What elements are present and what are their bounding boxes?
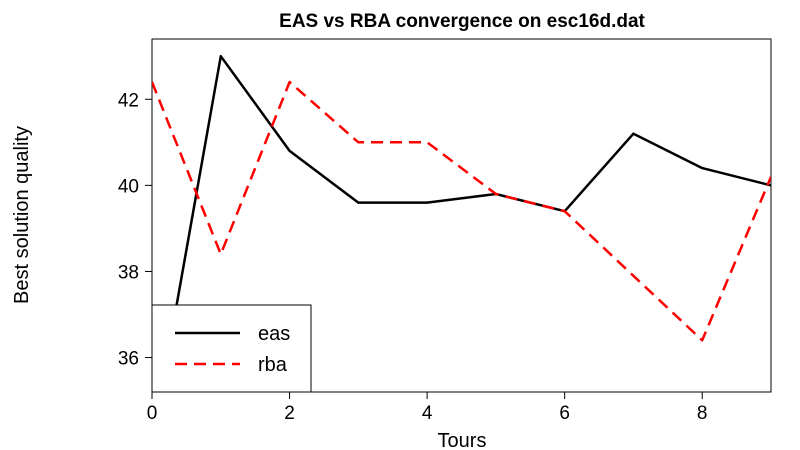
x-tick-label: 2 — [284, 403, 295, 424]
y-axis: 36 38 40 42 — [118, 90, 153, 370]
series-line-eas — [159, 54, 771, 392]
series-layer — [152, 54, 771, 392]
legend-box — [151, 304, 312, 393]
series-line-rba — [152, 80, 771, 342]
legend-label-eas: eas — [258, 323, 290, 345]
chart-title: EAS vs RBA convergence on esc16d.dat — [279, 11, 645, 32]
y-tick-label: 38 — [118, 262, 139, 283]
y-tick-label: 42 — [118, 90, 139, 111]
x-axis-label: Tours — [438, 430, 487, 450]
x-tick-label: 4 — [422, 403, 433, 424]
y-tick-label: 36 — [118, 349, 139, 370]
x-tick-label: 0 — [147, 403, 158, 424]
x-tick-label: 8 — [697, 403, 708, 424]
x-axis: 0 2 4 6 8 — [147, 391, 708, 424]
x-tick-label: 6 — [559, 403, 570, 424]
y-tick-label: 40 — [118, 176, 139, 197]
legend: eas rba — [151, 304, 312, 393]
y-axis-label: Best solution quality — [11, 126, 33, 304]
legend-label-rba: rba — [258, 354, 288, 376]
